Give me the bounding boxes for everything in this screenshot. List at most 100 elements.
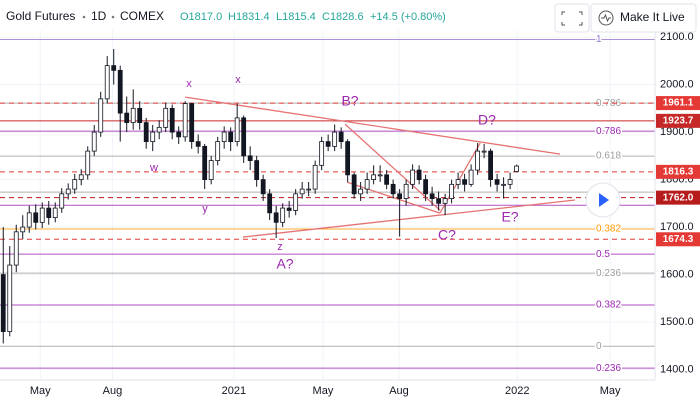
fib-label: 0.786 (596, 126, 621, 137)
price-tag-label: 1961.1 (663, 98, 694, 109)
live-icon (598, 10, 614, 26)
candle-body (442, 198, 448, 204)
ohlc-close: C1828.6 (322, 11, 364, 23)
wave-label: x (186, 78, 192, 90)
candle-body (423, 179, 429, 195)
candle-body (26, 212, 32, 228)
candle-body (78, 174, 84, 180)
candle-body (403, 183, 409, 199)
price-tag-label: 1674.3 (663, 234, 694, 245)
candle-body (429, 193, 435, 199)
candle-body (215, 141, 221, 161)
x-tick-label: 2022 (505, 385, 529, 397)
candle-body (221, 131, 227, 143)
fib-label: 0.236 (596, 268, 621, 279)
candle-body (182, 103, 188, 138)
scale-labels: 1400.01500.01600.01700.01800.01900.02000… (30, 31, 700, 397)
y-tick-label: 1400.0 (660, 363, 694, 375)
exchange: COMEX (120, 9, 164, 23)
candle-body (494, 179, 500, 185)
ohlc-open: O1817.0 (180, 11, 222, 23)
candle-body (436, 198, 442, 204)
fib-label: 0.5 (596, 249, 610, 260)
candle-body (371, 174, 377, 180)
candle-body (377, 174, 383, 177)
candle-body (39, 207, 45, 223)
wave-label: E? (501, 209, 518, 225)
candle-body (234, 117, 240, 143)
candle-body (338, 131, 344, 143)
candle-body (507, 179, 513, 185)
trendline (185, 96, 561, 155)
candle-body (163, 107, 169, 128)
candle-body (65, 188, 71, 195)
fullscreen-button[interactable] (554, 3, 590, 33)
fib-label: 0.786 (596, 98, 621, 109)
candle-body (195, 141, 201, 147)
price-tag (656, 164, 700, 179)
candle-body (280, 207, 286, 223)
candle-body (299, 188, 305, 195)
plot-area: 10.7860.7860.6180.50.3820.50.2360.38200.… (0, 30, 655, 380)
candle-body (273, 212, 279, 223)
candle-body (104, 65, 110, 100)
candle-body (260, 179, 266, 195)
trendline (242, 199, 576, 238)
candle-body (20, 226, 26, 233)
button-label: Make It Live (620, 10, 685, 24)
candle-body (72, 179, 78, 190)
candle-body (481, 150, 487, 153)
symbol: Gold Futures (6, 9, 75, 23)
x-tick-label: 2021 (222, 385, 246, 397)
candle-body (46, 207, 52, 218)
candle-body (501, 183, 506, 186)
price-tag-label: 1762.0 (663, 192, 694, 203)
x-tick-label: May (313, 385, 334, 397)
wave-label: C? (438, 227, 456, 243)
candle-body (117, 69, 123, 114)
price-scale (655, 30, 700, 382)
x-tick-label: Aug (103, 385, 123, 397)
candle-body (384, 174, 390, 185)
candle-body (124, 112, 130, 124)
change: +14.5 (+0.80%) (370, 11, 446, 23)
candle-body (7, 264, 13, 332)
fib-label: 0.236 (596, 363, 621, 374)
candle-body (176, 131, 182, 138)
wave-label: B? (341, 93, 358, 109)
wave-label: w (149, 162, 158, 174)
play-button[interactable] (585, 182, 621, 218)
x-tick-label: May (30, 385, 51, 397)
candle-body (52, 207, 58, 218)
make-it-live-button[interactable] (590, 3, 697, 33)
candle-body (150, 131, 156, 143)
ohlc-low: L1815.4 (276, 11, 316, 23)
candle-body (85, 150, 91, 176)
candle-body (241, 117, 247, 157)
candle-body (111, 65, 117, 71)
candle-body (332, 131, 338, 147)
price-tag (656, 190, 700, 205)
fib-label: 0.618 (596, 151, 621, 162)
candle-body (468, 169, 474, 185)
y-tick-label: 2100.0 (660, 31, 694, 43)
candle-body (364, 179, 370, 190)
candle-body (325, 141, 331, 147)
fib-label: 0.382 (596, 300, 621, 311)
price-tag (656, 113, 700, 128)
ohlc-high: H1831.4 (228, 11, 270, 23)
candle-body (228, 131, 234, 143)
y-tick-label: 1700.0 (660, 221, 694, 233)
wave-label: A? (276, 256, 293, 272)
candle-body (208, 160, 214, 180)
candle-body (0, 274, 6, 332)
y-tick-label: 2000.0 (660, 79, 694, 91)
candle-body (156, 126, 162, 133)
candle-body (137, 107, 143, 124)
candle-body (254, 160, 260, 180)
candle-body (13, 231, 19, 266)
wave-label: z (277, 241, 283, 253)
candle-body (189, 103, 195, 143)
fib-label: 0.382 (596, 224, 621, 235)
candle-body (319, 141, 325, 166)
